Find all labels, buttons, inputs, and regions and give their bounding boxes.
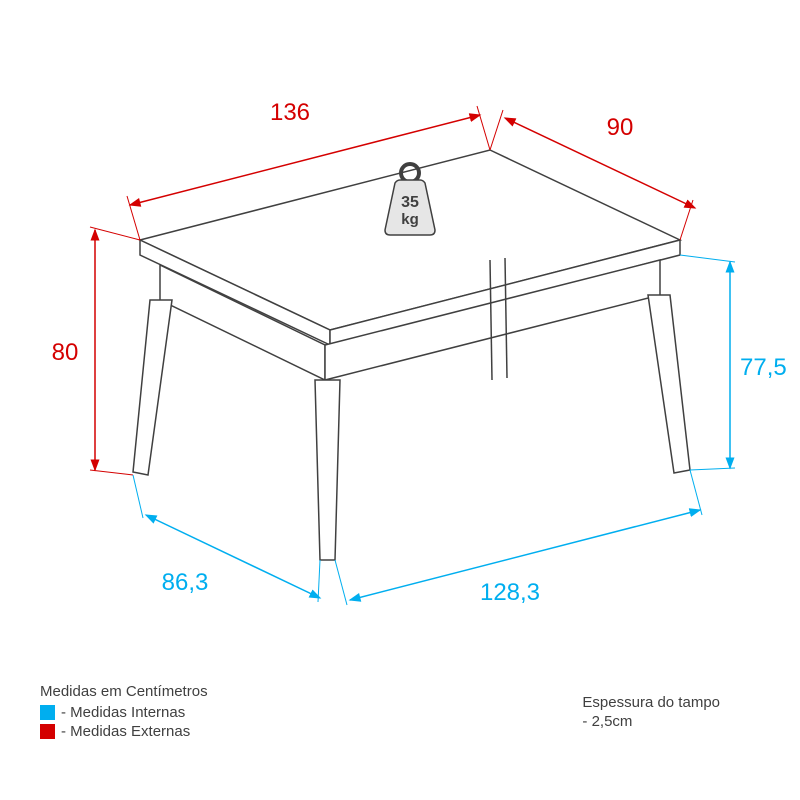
legend-external-label: - Medidas Externas [61,723,190,740]
technical-diagram: 35 kg 136 90 80 [0,0,800,800]
legend-title: Medidas em Centímetros [40,683,208,700]
dim-external-height: 80 [52,339,79,366]
swatch-internal [40,705,55,720]
weight-value: 35 [401,194,419,211]
legend-row-internal: - Medidas Internas [40,704,208,721]
dim-external-width: 136 [270,99,310,126]
dim-internal-depth: 86,3 [162,569,209,596]
dim-internal-height: 77,5 [740,354,787,381]
thickness-note: Espessura do tampo - 2,5cm [582,694,720,730]
weight-unit: kg [401,211,419,228]
note-title: Espessura do tampo [582,694,720,711]
swatch-external [40,724,55,739]
legend: Medidas em Centímetros - Medidas Interna… [40,683,208,740]
dim-external-depth: 90 [607,114,634,141]
dim-internal-width: 128,3 [480,579,540,606]
note-value: - 2,5cm [582,713,720,730]
legend-row-external: - Medidas Externas [40,723,208,740]
legend-internal-label: - Medidas Internas [61,704,185,721]
